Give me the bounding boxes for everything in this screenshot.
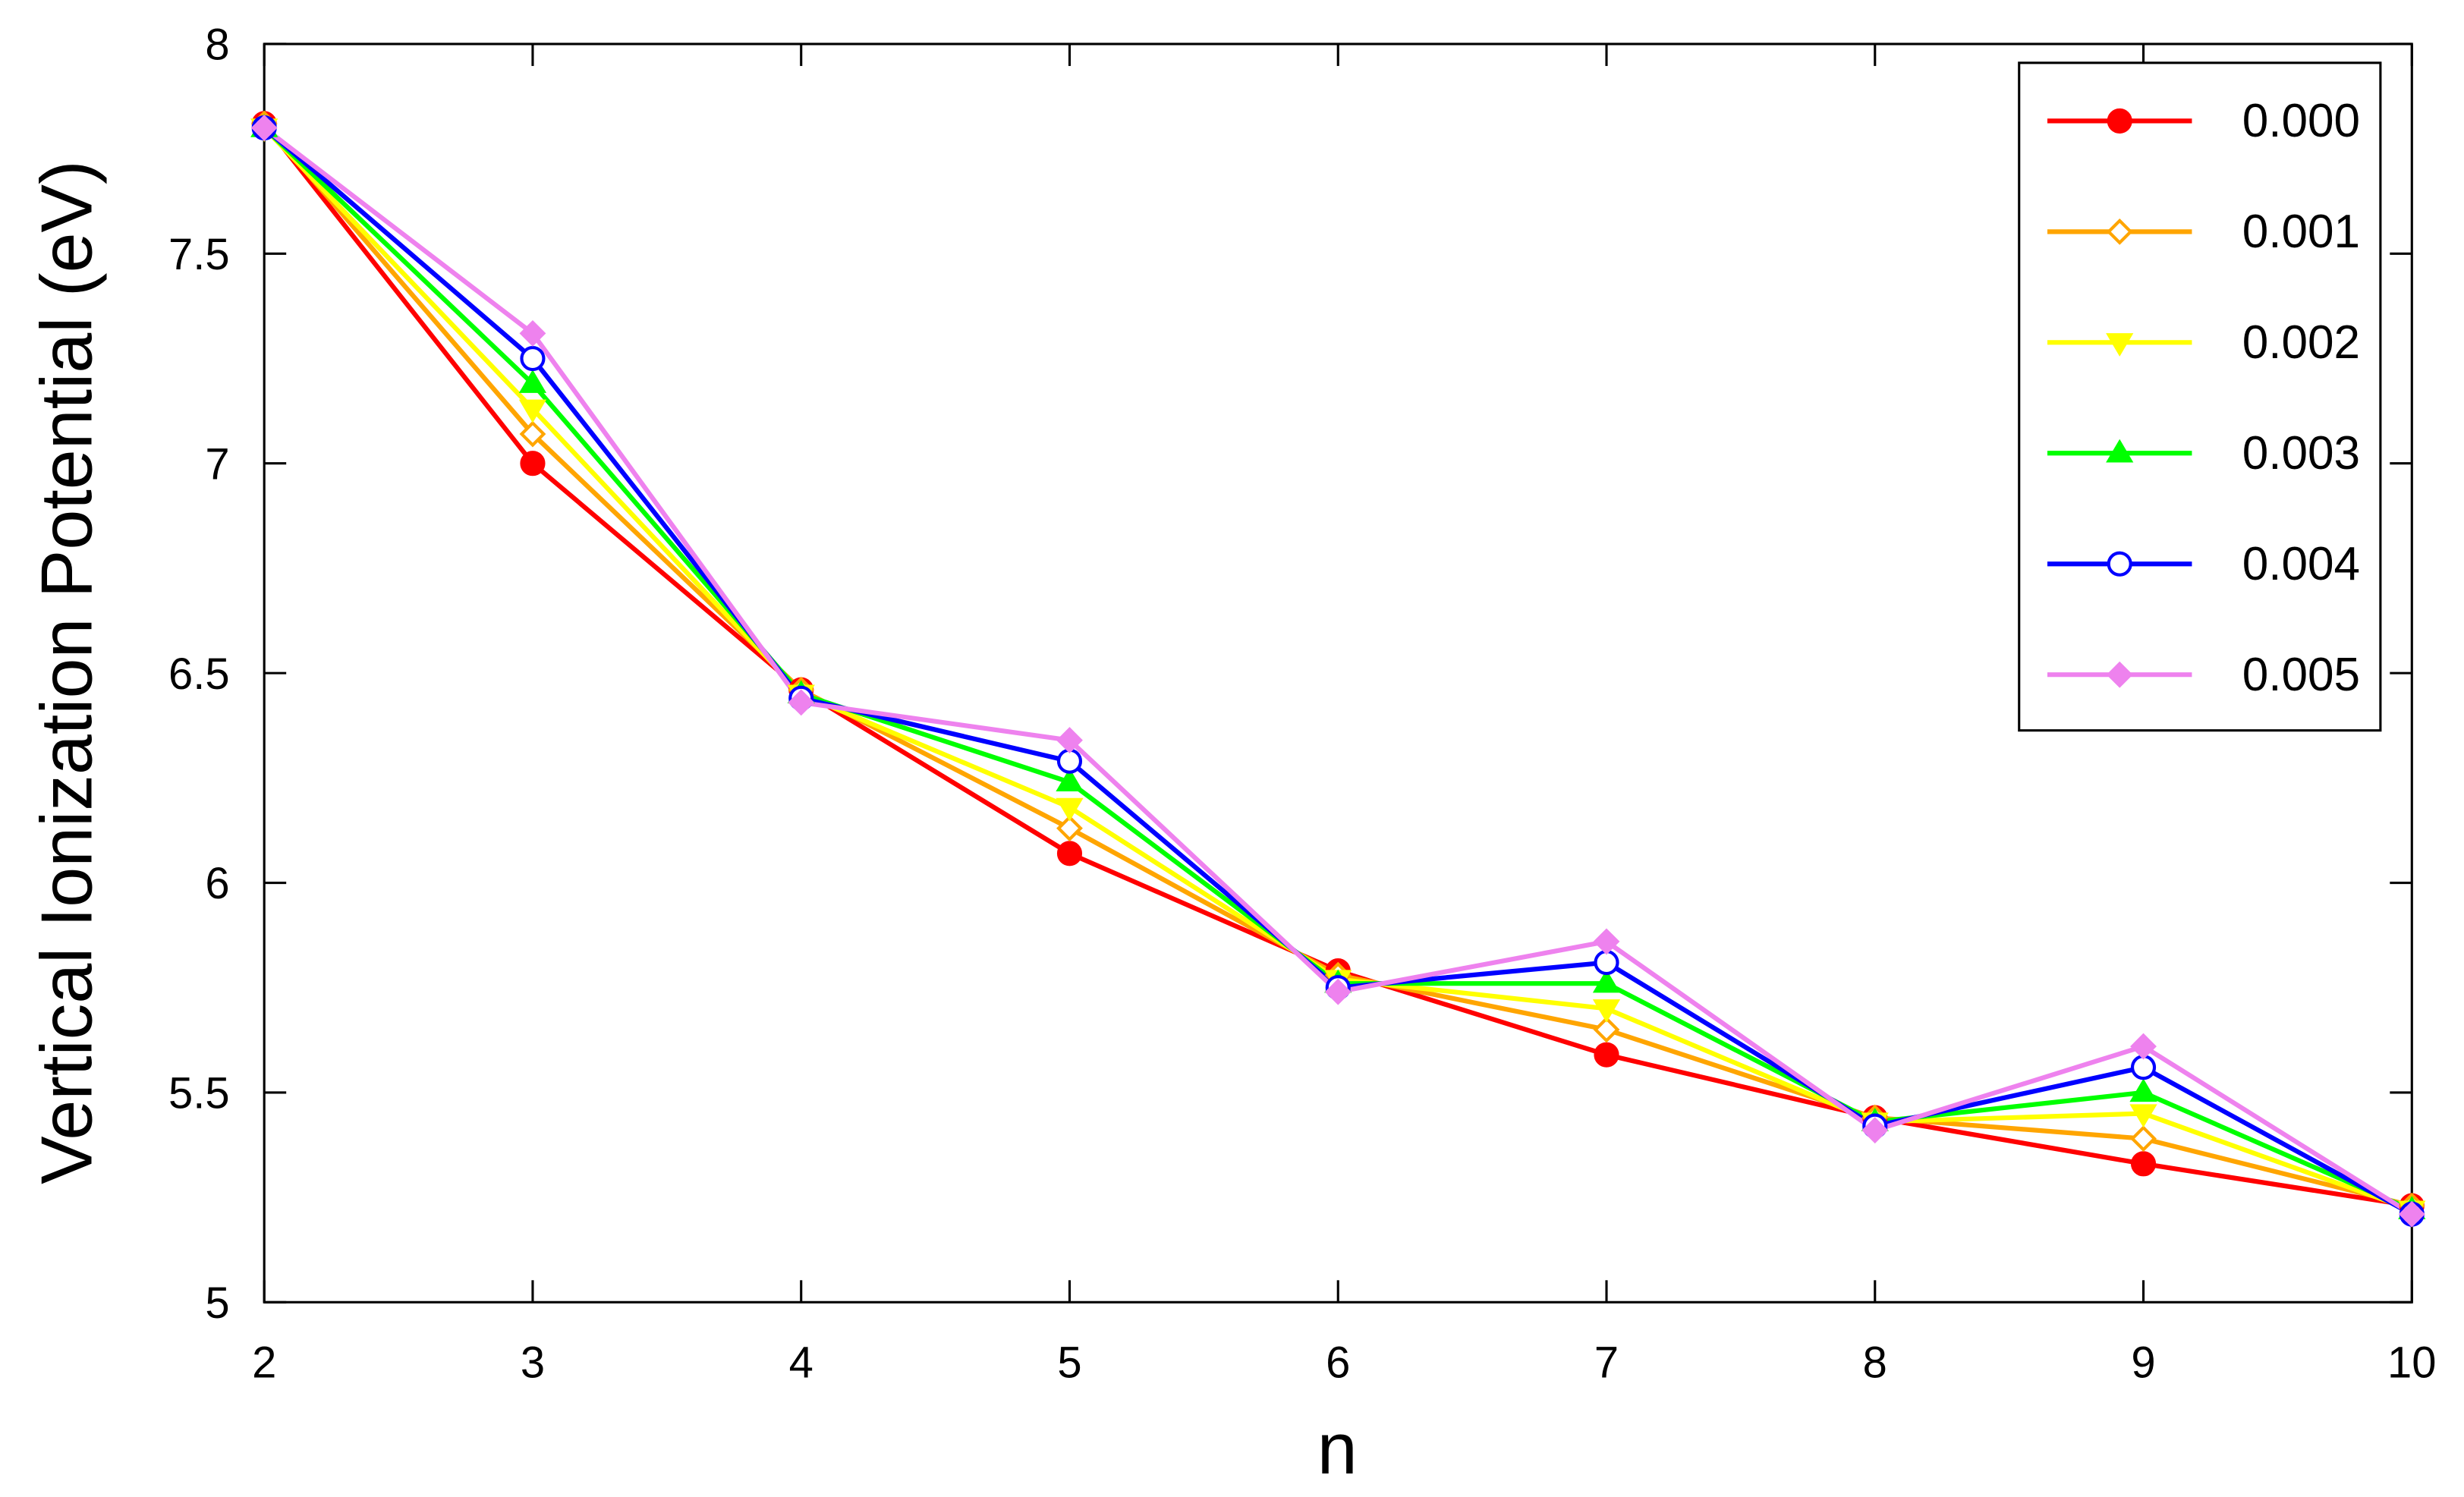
data-point [519,420,546,448]
legend-label: 0.005 [2242,649,2360,701]
data-point [1056,797,1084,822]
data-point [1056,768,1084,792]
data-point [1594,949,1619,976]
y-tick-label: 5 [205,1279,229,1328]
data-point [520,345,546,372]
plot-frame [263,42,2413,1304]
data-point [788,689,815,716]
data-point [1592,969,1621,993]
x-tick-label: 10 [2387,1339,2436,1388]
legend-marker [2106,218,2133,245]
legend-marker [2106,439,2134,463]
legend-marker [2107,108,2132,134]
x-tick-label: 2 [252,1339,276,1388]
data-point [2130,1151,2157,1177]
data-point [1056,841,1083,866]
data-point [2130,1033,2157,1060]
y-tick-label: 6.5 [168,650,230,699]
data-point [519,319,546,347]
data-point [518,399,547,423]
data-point [2129,1078,2157,1102]
x-tick-label: 5 [1057,1339,1081,1388]
legend-box [2018,61,2382,732]
data-point [2130,1125,2157,1153]
x-tick-label: 7 [1594,1339,1619,1388]
data-point [520,451,546,476]
legend-label: 0.003 [2242,427,2360,480]
data-point [2130,1055,2157,1080]
data-point [1056,748,1083,774]
legend-label: 0.001 [2242,206,2360,258]
y-tick-label: 8 [205,21,229,70]
data-point [1593,928,1620,955]
x-tick-label: 3 [521,1339,545,1388]
legend-marker [2106,333,2134,357]
data-point [1324,978,1352,1005]
y-axis-label: Vertical Ionization Potential (eV) [27,160,107,1184]
data-point [2398,1200,2425,1228]
data-point [2129,1104,2157,1128]
data-point [1861,1117,1889,1144]
y-tick-label: 5.5 [168,1070,230,1118]
y-tick-label: 7.5 [168,231,230,279]
data-point [518,370,547,393]
x-tick-label: 9 [2131,1339,2155,1388]
legend-marker [2107,551,2132,577]
x-tick-label: 4 [789,1339,813,1388]
data-point [1056,815,1083,842]
y-tick-label: 6 [205,860,229,908]
data-point [1592,999,1621,1023]
data-point [1056,727,1083,753]
legend-marker [2106,661,2133,688]
data-point [1593,1016,1620,1043]
legend-label: 0.004 [2242,538,2360,590]
data-point [1594,1042,1619,1068]
legend-label: 0.002 [2242,316,2360,369]
x-axis-label: n [1317,1409,1358,1489]
x-tick-label: 8 [1863,1339,1887,1388]
legend-label: 0.000 [2242,95,2360,147]
x-tick-label: 6 [1326,1339,1350,1388]
data-point [250,115,278,141]
y-tick-label: 7 [205,440,229,489]
